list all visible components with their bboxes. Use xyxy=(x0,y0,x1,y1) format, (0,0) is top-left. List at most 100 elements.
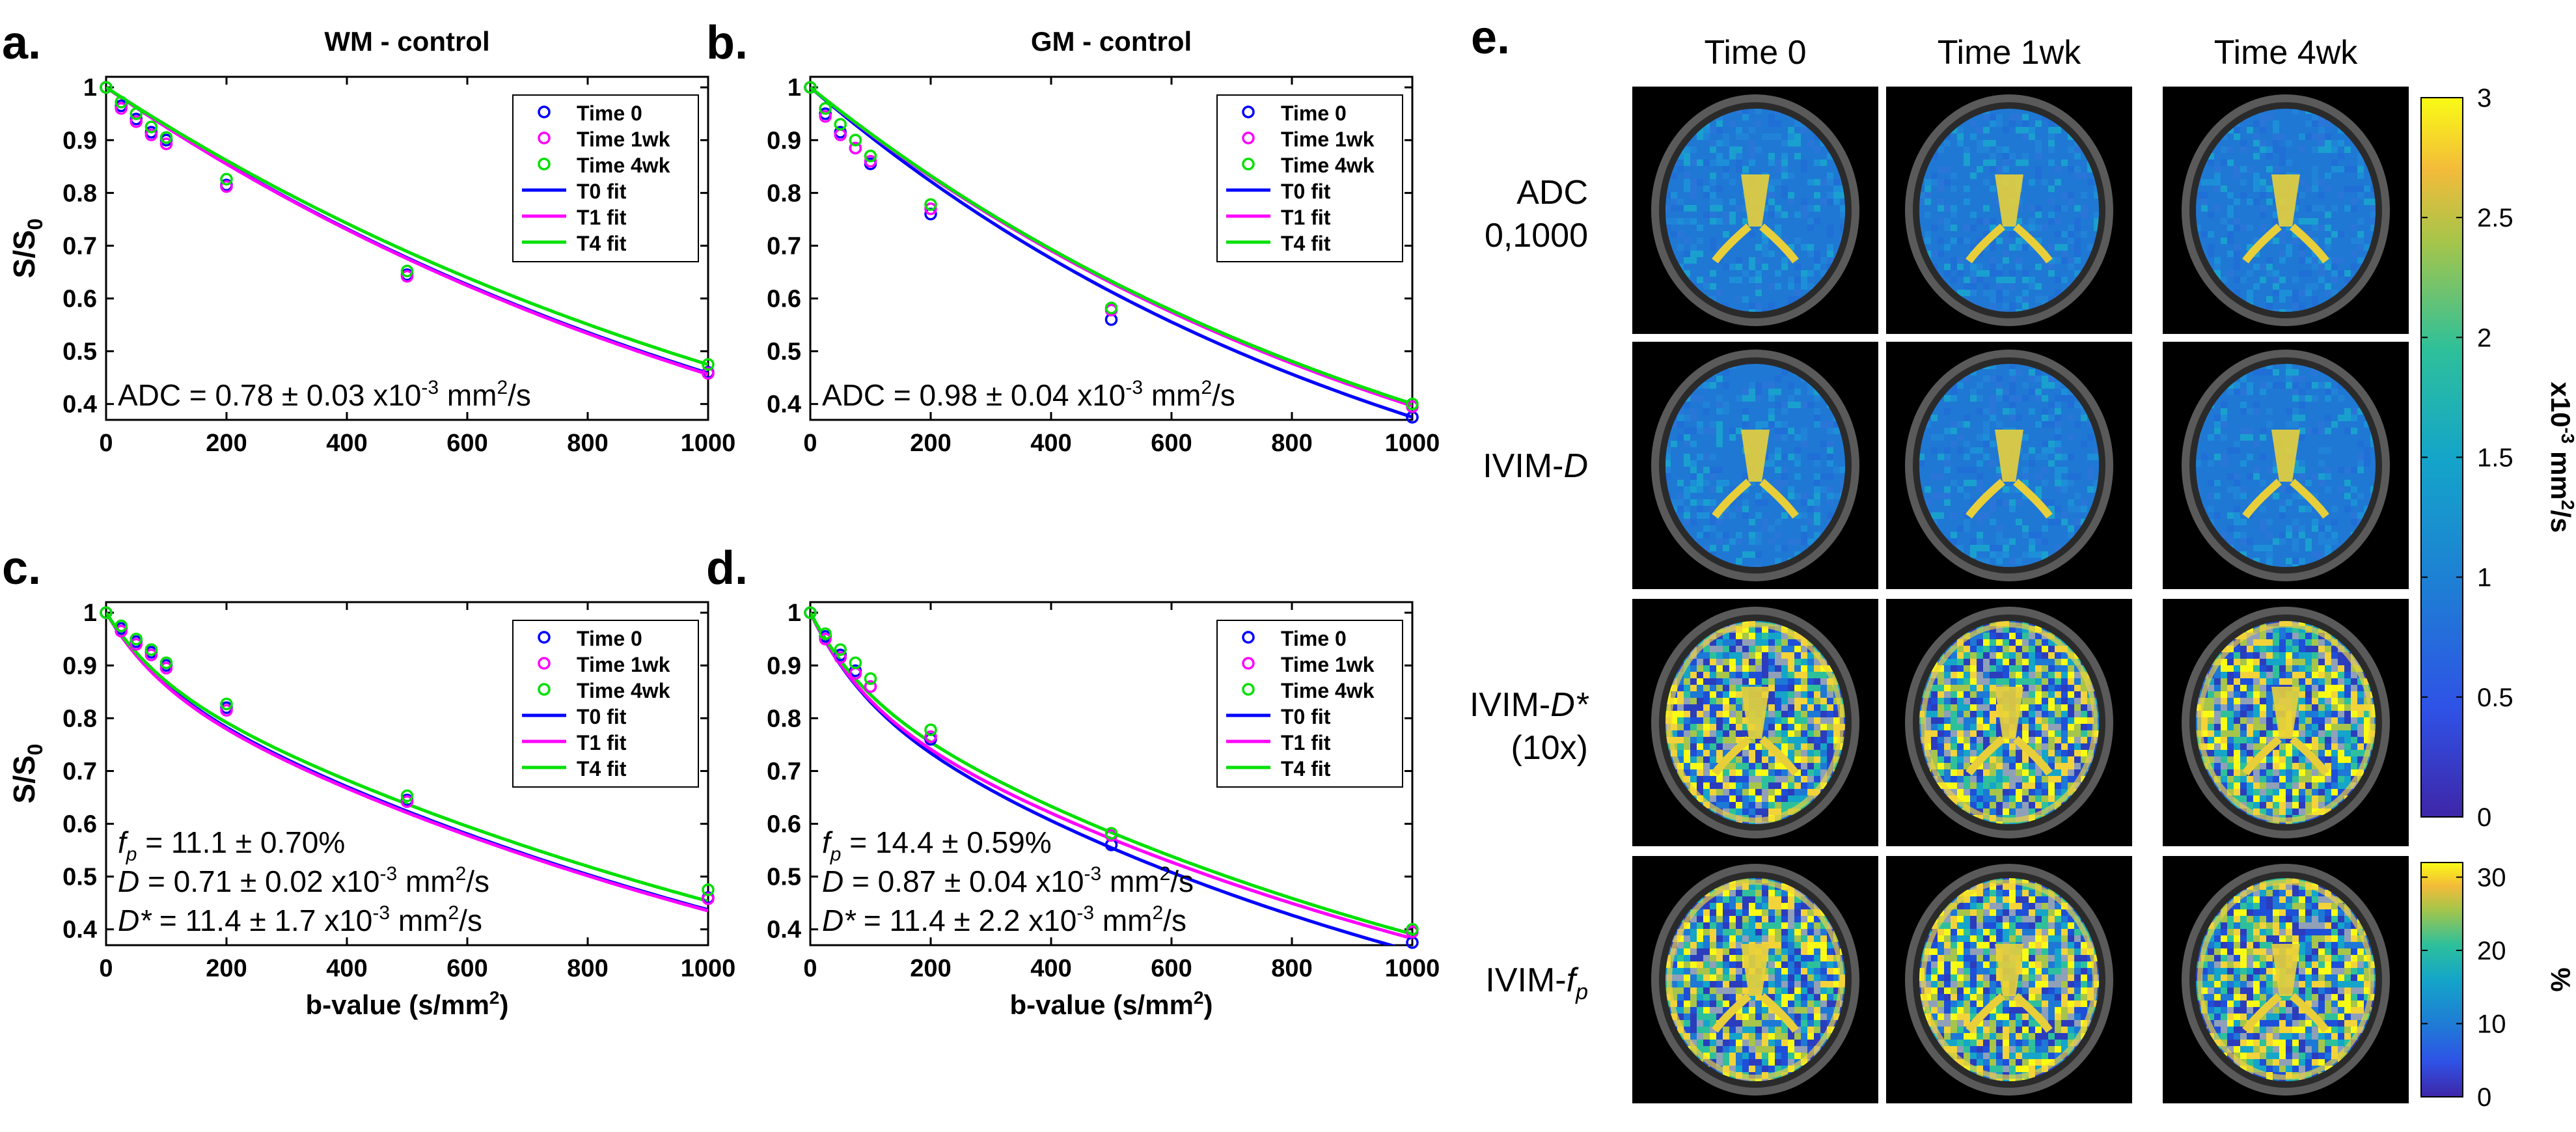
ventricle-horns xyxy=(1712,223,1799,264)
data-point-time-4wk xyxy=(144,643,158,656)
legend-label: Time 4wk xyxy=(1281,154,1375,177)
brain-map-cell xyxy=(1886,342,2132,589)
data-point-time-4wk xyxy=(115,96,128,109)
ventricle-horns xyxy=(1966,478,2053,519)
x-tick-label: 1000 xyxy=(1385,955,1440,982)
y-tick-label: 0.9 xyxy=(767,652,801,680)
ventricle-horns xyxy=(1966,223,2053,264)
y-tick-label: 0.6 xyxy=(62,811,97,838)
ventricle xyxy=(2271,174,2300,227)
chart-panel-a: a. WM - control 0 200 400 600 800 1000 0.4 0.5 0.6… xyxy=(2,17,735,457)
annotation-adc: ADC = 0.78 ± 0.03 x10-3 mm2/s xyxy=(118,377,531,412)
row-label-line: IVIM-D xyxy=(1483,447,1588,485)
legend-marker xyxy=(1242,683,1255,696)
data-point-time-4wk xyxy=(849,656,862,669)
legend-label: Time 0 xyxy=(1281,627,1347,650)
fit-annotations: fp = 11.1 ± 0.70%D = 0.71 ± 0.02 x10-3 m… xyxy=(118,825,489,937)
colorbar-2: 0 10 20 30% xyxy=(2420,862,2576,1112)
x-tick-label: 600 xyxy=(1151,955,1192,982)
legend-box xyxy=(1216,94,1403,262)
data-point-time-1wk xyxy=(144,128,158,141)
ventricle-horns xyxy=(1712,993,1799,1033)
ventricle xyxy=(2271,430,2300,482)
legend-label: Time 1wk xyxy=(1281,653,1375,676)
legend: Time 0 Time 1wk Time 4wk T0 fit T1 fit T4 fit xyxy=(512,94,699,262)
y-tick-label: 0.7 xyxy=(62,758,97,785)
panel-label: e. xyxy=(1471,12,1510,64)
y-axis-label: S/S0 xyxy=(7,744,47,804)
fit-annotations: fp = 14.4 ± 0.59%D = 0.87 ± 0.04 x10-3 m… xyxy=(822,825,1194,937)
ventricle xyxy=(1995,944,2023,996)
brain-map-cell xyxy=(1632,87,1878,334)
ventricle-horns xyxy=(2242,223,2329,264)
legend-marker xyxy=(1242,105,1255,118)
map-column-header: Time 1wk xyxy=(1938,34,2082,72)
brain-map-cell xyxy=(1632,342,1878,589)
legend-label: T4 fit xyxy=(577,757,627,780)
brain-map-cell xyxy=(2163,87,2409,334)
data-point-time-4wk xyxy=(1406,922,1419,936)
y-tick-label: 0.9 xyxy=(767,127,801,154)
axes-frame xyxy=(105,76,709,421)
y-tick-label: 0.5 xyxy=(767,338,801,366)
legend-label: T4 fit xyxy=(1281,757,1331,780)
legend-label: T4 fit xyxy=(1281,232,1331,255)
chart-panel-c: c. 0 200 400 600 800 1000 0.4 0.5 0.6 0.7 0.8 0.9 1 S/… xyxy=(2,542,735,1020)
brain-map-cell xyxy=(2163,599,2409,846)
data-point-time-4wk xyxy=(220,697,233,711)
data-point-time-4wk xyxy=(849,133,862,147)
y-tick-label: 0.4 xyxy=(767,391,801,419)
legend-label: Time 1wk xyxy=(577,653,670,676)
fit-annotations: ADC = 0.78 ± 0.03 x10-3 mm2/s xyxy=(118,377,531,412)
fit-line-t1-fit xyxy=(106,86,708,376)
brain-tissue xyxy=(1919,364,2099,567)
fit-line-t1-fit xyxy=(106,611,708,913)
map-column-header: Time 0 xyxy=(1705,34,1807,72)
legend-label: T0 fit xyxy=(1281,180,1331,203)
fit-line-t4-fit xyxy=(106,611,708,903)
data-point-time-4wk xyxy=(1104,827,1118,840)
panel-label: d. xyxy=(706,542,748,594)
legend-marker xyxy=(1242,657,1255,670)
panel-label: c. xyxy=(2,542,41,594)
y-tick-label: 0.7 xyxy=(767,232,801,260)
legend-label: Time 4wk xyxy=(577,679,670,702)
data-point-time-4wk xyxy=(864,672,877,685)
brain-map-cell xyxy=(1886,87,2132,334)
chart-title: WM - control xyxy=(324,26,489,57)
ventricle xyxy=(1741,430,1770,482)
legend-label: Time 1wk xyxy=(1281,128,1375,151)
y-tick-label: 0.6 xyxy=(767,286,801,313)
fit-line-t0-fit xyxy=(810,612,1397,945)
x-tick-label: 0 xyxy=(803,430,817,457)
axes-frame xyxy=(105,601,709,946)
data-point-time-1wk xyxy=(159,137,173,150)
legend-box xyxy=(512,620,699,788)
data-point-time-4wk xyxy=(400,264,414,278)
brain-tissue xyxy=(1665,364,1845,567)
data-point-time-4wk xyxy=(804,81,817,94)
legend-label: Time 4wk xyxy=(1281,679,1375,702)
colorbar-tick-label: 0 xyxy=(2477,1083,2491,1112)
colorbar-tick-label: 3 xyxy=(2477,84,2491,113)
map-row-label: ADC 0,1000 xyxy=(1485,174,1588,255)
fit-line-t4-fit xyxy=(810,612,1412,936)
y-tick-label: 0.8 xyxy=(62,705,97,732)
data-point-time-4wk xyxy=(220,173,233,186)
legend-label: Time 0 xyxy=(1281,102,1347,125)
data-point-time-4wk xyxy=(130,107,143,120)
brain-map-cell xyxy=(2163,342,2409,589)
legend-label: Time 0 xyxy=(577,627,642,650)
colorbar-tick-label: 2 xyxy=(2477,324,2491,352)
x-tick-label: 400 xyxy=(326,430,367,457)
annotation-d: D = 0.71 ± 0.02 x10-3 mm2/s xyxy=(118,863,489,898)
chart-title: GM - control xyxy=(1031,26,1192,57)
data-point-time-1wk xyxy=(400,269,414,283)
legend-label: Time 1wk xyxy=(577,128,670,151)
parameter-maps: e. Time 0 Time 1wk Time 4wk ADC 0,1000 IVIM-D I… xyxy=(1470,12,2576,1112)
data-point-time-1wk xyxy=(924,730,937,743)
fit-line-t0-fit xyxy=(810,86,1412,419)
colorbar-tick-label: 30 xyxy=(2477,864,2506,892)
legend-label: T4 fit xyxy=(577,232,627,255)
